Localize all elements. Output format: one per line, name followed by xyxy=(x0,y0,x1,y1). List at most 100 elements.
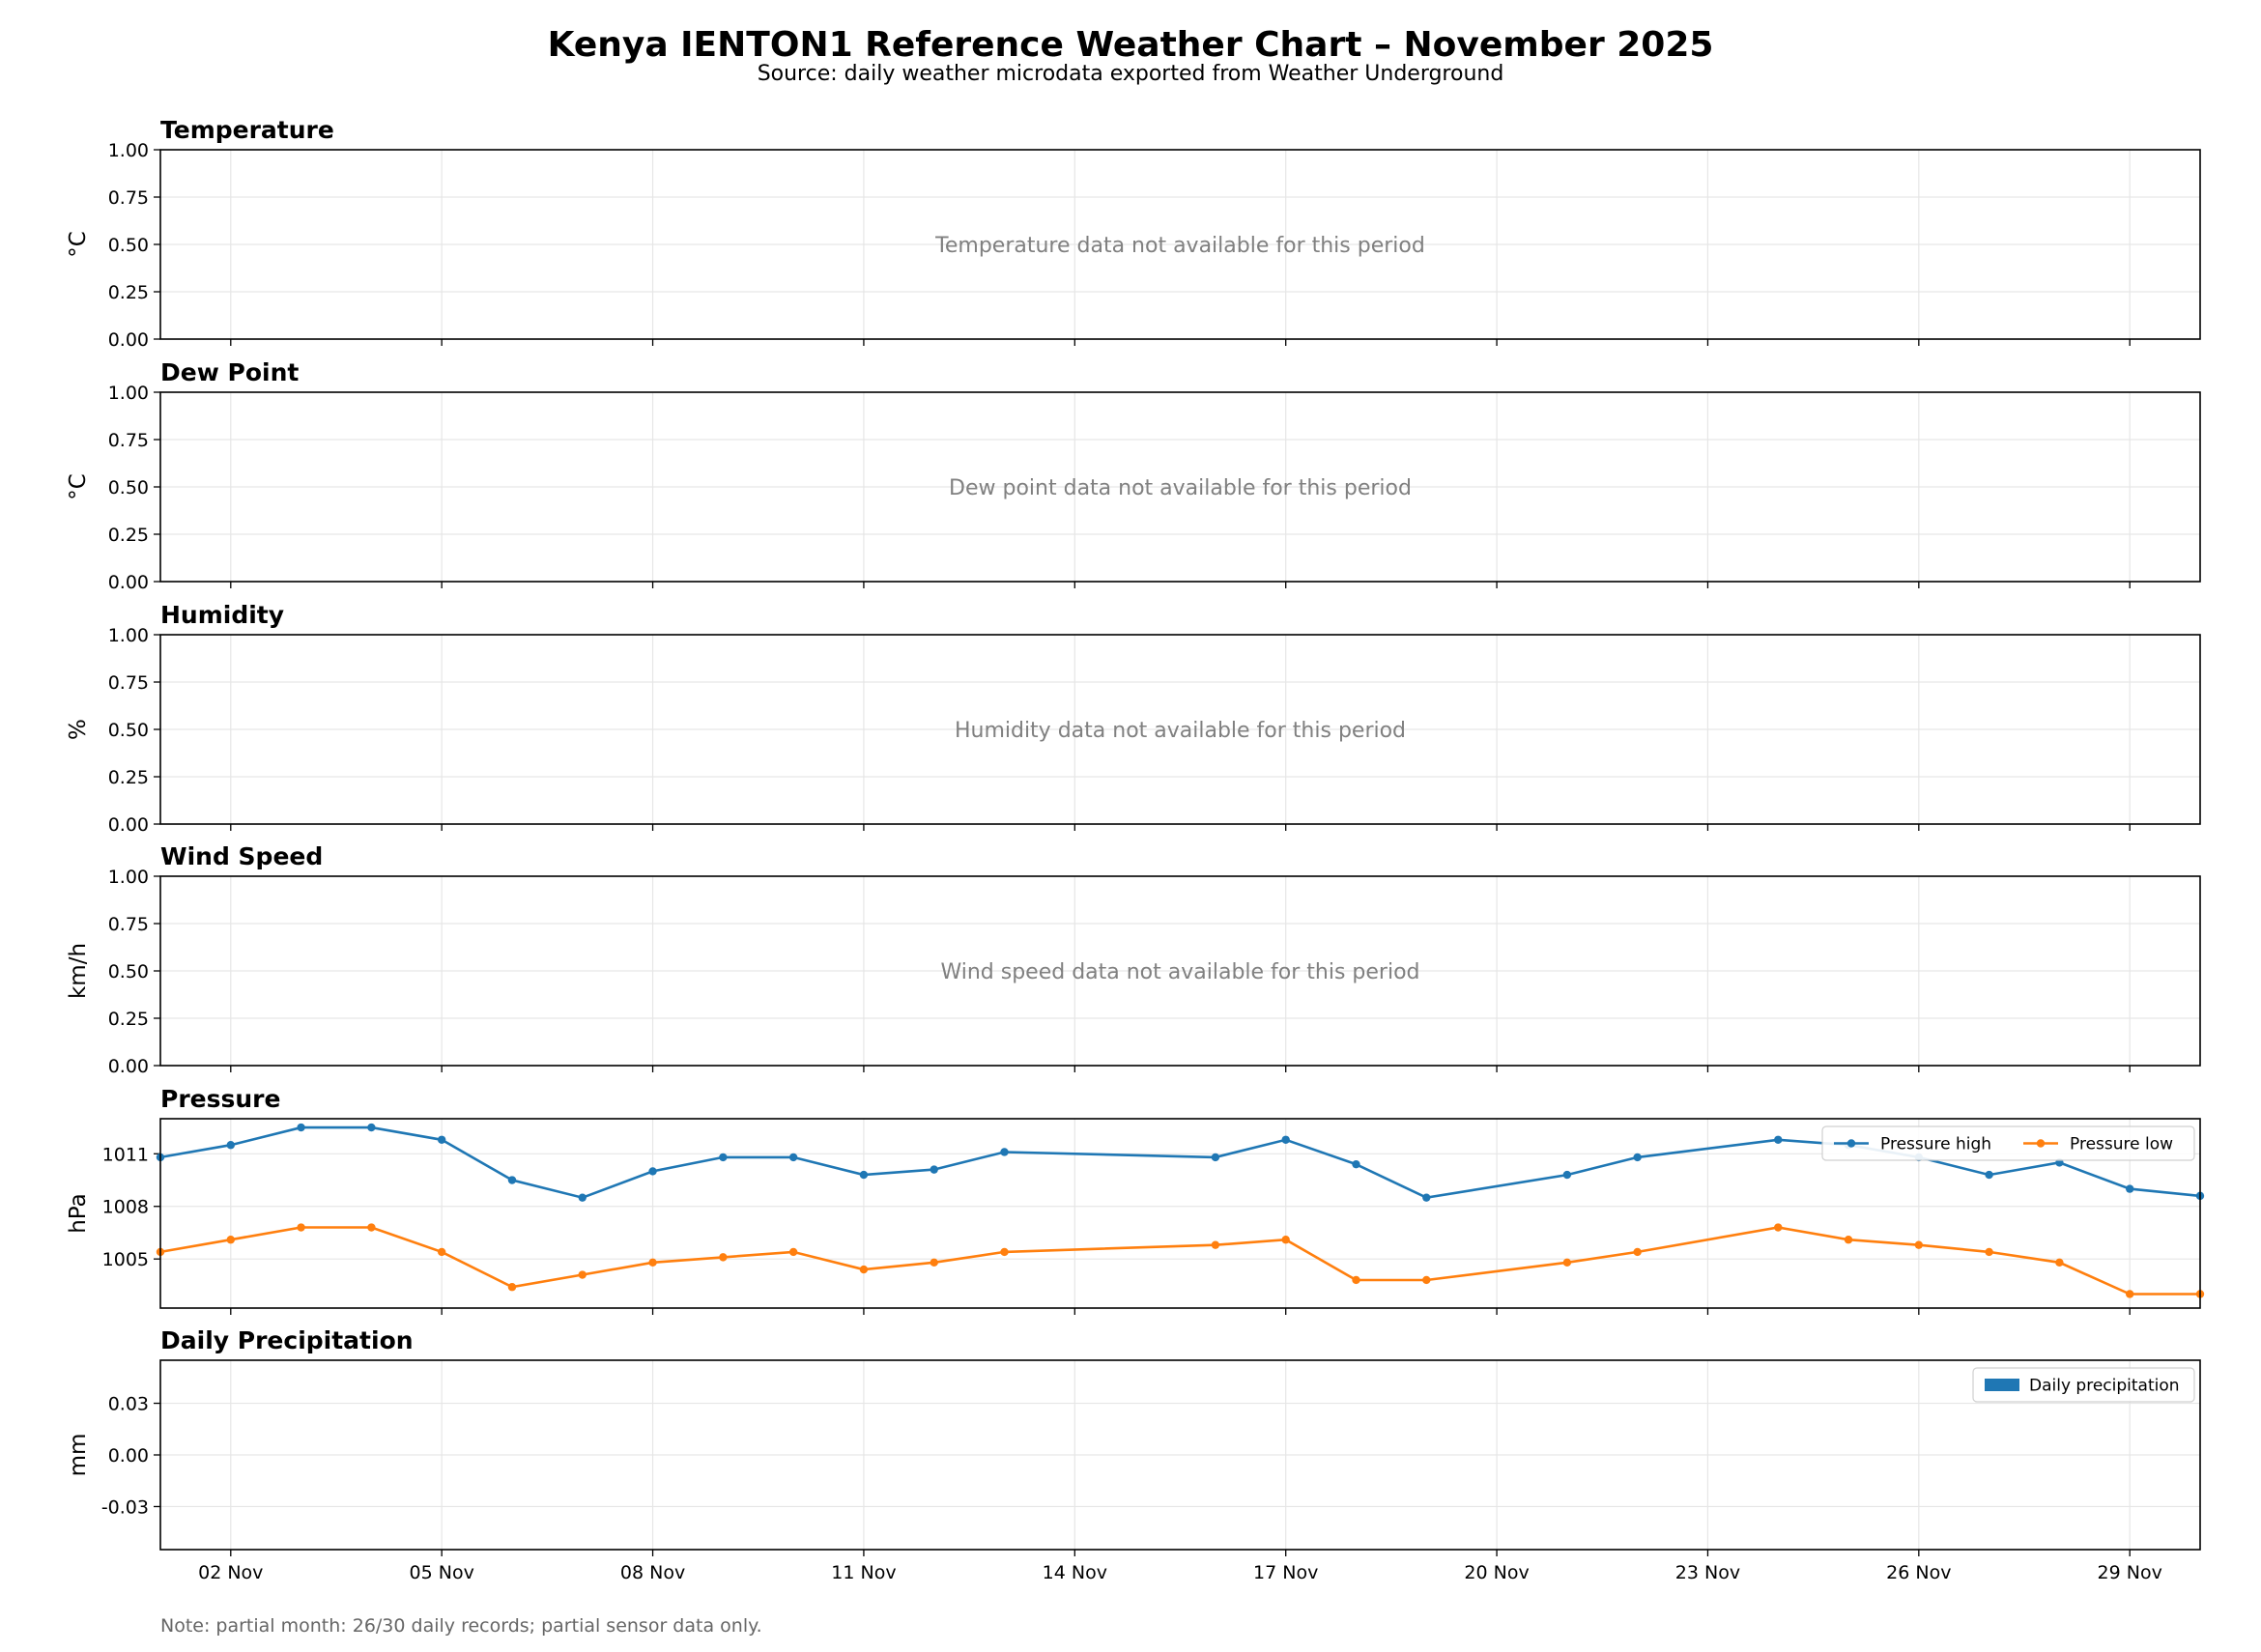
data-point-pressure-low xyxy=(1844,1236,1853,1244)
series-line-pressure-low xyxy=(159,1226,2200,1296)
y-tick-label: 0.00 xyxy=(108,329,149,351)
panel-title: Daily Precipitation xyxy=(160,1326,414,1354)
data-point-pressure-low xyxy=(719,1253,728,1262)
data-point-pressure-high xyxy=(930,1165,938,1174)
data-point-pressure-low xyxy=(1281,1236,1290,1244)
y-tick-label: 0.00 xyxy=(108,1056,149,1077)
y-axis-label: °C xyxy=(66,231,91,258)
data-point-pressure-high xyxy=(719,1153,728,1162)
data-point-pressure-high xyxy=(1422,1193,1431,1202)
data-point-pressure-low xyxy=(1774,1223,1783,1232)
y-tick-label: 1005 xyxy=(102,1249,149,1270)
data-point-pressure-high xyxy=(1211,1153,1220,1162)
panel-daily-precipitation: -0.03 0.00 0.03 Daily Precipitation mm Daily … xyxy=(66,1326,2201,1583)
data-point-pressure-high xyxy=(1562,1170,1572,1180)
y-tick-label: 1008 xyxy=(102,1197,149,1218)
legend-box xyxy=(1821,1125,2195,1161)
y-tick-label: 1.00 xyxy=(108,867,149,888)
y-axis-label: % xyxy=(66,719,91,740)
y-tick-label: 0.00 xyxy=(108,572,149,593)
legend-marker xyxy=(2036,1139,2046,1148)
panels: 0.00 0.25 0.50 0.75 1.00 Temperature data not… xyxy=(66,116,2205,1583)
x-tick-label: 02 Nov xyxy=(198,1562,263,1583)
data-point-pressure-high xyxy=(578,1193,587,1202)
no-data-message: Humidity data not available for this per… xyxy=(955,719,1406,743)
panel-title: Pressure xyxy=(160,1085,280,1113)
figure-title: Kenya IENTON1 Reference Weather Chart – … xyxy=(548,25,1714,65)
panel-wind-speed: 0.00 0.25 0.50 0.75 1.00 Wind speed data not … xyxy=(66,842,2201,1077)
legend-label: Daily precipitation xyxy=(2029,1377,2180,1396)
y-tick-label: 0.25 xyxy=(108,767,149,788)
no-data-message: Temperature data not available for this … xyxy=(934,234,1425,258)
data-point-pressure-low xyxy=(1985,1247,1993,1257)
figure-subtitle: Source: daily weather microdata exported… xyxy=(758,62,1504,86)
panel-title: Humidity xyxy=(160,601,284,629)
panel-title: Wind Speed xyxy=(160,842,323,870)
panel-title: Dew Point xyxy=(160,358,299,386)
data-point-pressure-low xyxy=(1211,1240,1220,1249)
data-point-pressure-low xyxy=(1352,1275,1360,1285)
x-tick-label: 20 Nov xyxy=(1464,1562,1529,1583)
y-tick-label: 0.25 xyxy=(108,282,149,303)
panel-humidity: 0.00 0.25 0.50 0.75 1.00 Humidity data not av… xyxy=(66,601,2201,836)
y-tick-label: 0.25 xyxy=(108,525,149,546)
data-point-pressure-high xyxy=(1774,1135,1783,1144)
axes-frame xyxy=(159,634,2201,825)
y-tick-label: 0.75 xyxy=(108,187,149,209)
y-tick-label: 0.75 xyxy=(108,914,149,935)
data-point-pressure-high xyxy=(1281,1135,1290,1144)
data-point-pressure-high xyxy=(297,1123,305,1132)
y-tick-label: 1.00 xyxy=(108,625,149,646)
x-tick-label: 11 Nov xyxy=(831,1562,896,1583)
data-point-pressure-low xyxy=(367,1223,376,1232)
y-tick-label: 0.75 xyxy=(108,672,149,694)
data-point-pressure-high xyxy=(367,1123,376,1132)
data-point-pressure-high xyxy=(1000,1148,1009,1156)
x-tick-label: 08 Nov xyxy=(620,1562,685,1583)
y-tick-label: 0.50 xyxy=(108,477,149,498)
x-tick-label: 14 Nov xyxy=(1043,1562,1107,1583)
legend-swatch xyxy=(1985,1379,2019,1391)
data-point-pressure-high xyxy=(859,1170,869,1180)
axes-frame xyxy=(159,1118,2201,1309)
y-axis-label: km/h xyxy=(66,943,91,999)
y-tick-label: 0.03 xyxy=(108,1394,149,1415)
data-point-pressure-low xyxy=(1000,1247,1009,1257)
panel-pressure: 1005 1008 1011 Pressure hPa Pressure high Pres… xyxy=(66,1085,2205,1315)
y-axis-label: °C xyxy=(66,473,91,500)
data-point-pressure-low xyxy=(226,1236,235,1244)
data-point-pressure-high xyxy=(226,1141,235,1150)
y-axis-label: hPa xyxy=(66,1193,91,1234)
data-point-pressure-low xyxy=(1422,1275,1431,1285)
x-tick-label: 17 Nov xyxy=(1253,1562,1318,1583)
data-point-pressure-low xyxy=(1633,1247,1642,1257)
axes-frame xyxy=(159,875,2201,1067)
x-tick-label: 23 Nov xyxy=(1675,1562,1740,1583)
data-point-pressure-low xyxy=(1914,1240,1924,1249)
data-point-pressure-high xyxy=(1985,1170,1993,1180)
y-tick-label: 1011 xyxy=(102,1144,149,1165)
data-point-pressure-low xyxy=(437,1247,446,1257)
data-point-pressure-low xyxy=(648,1258,657,1267)
data-point-pressure-low xyxy=(297,1223,305,1232)
data-point-pressure-high xyxy=(648,1167,657,1176)
data-point-pressure-low xyxy=(1562,1258,1572,1267)
y-axis-label: mm xyxy=(66,1434,91,1477)
legend-label: Pressure high xyxy=(1880,1135,1991,1154)
y-tick-label: 0.50 xyxy=(108,720,149,741)
x-tick-label: 29 Nov xyxy=(2098,1562,2162,1583)
data-point-pressure-low xyxy=(2055,1258,2064,1267)
data-point-pressure-high xyxy=(788,1153,798,1162)
x-tick-label: 26 Nov xyxy=(1886,1562,1951,1583)
y-tick-label: 0.75 xyxy=(108,430,149,451)
data-point-pressure-high xyxy=(1352,1159,1360,1169)
data-point-pressure-high xyxy=(1633,1153,1642,1162)
data-point-pressure-high xyxy=(507,1176,517,1184)
y-tick-label: 1.00 xyxy=(108,383,149,404)
x-tick-label: 05 Nov xyxy=(410,1562,474,1583)
y-tick-label: 0.50 xyxy=(108,961,149,983)
axes-frame xyxy=(159,391,2201,583)
panel-title: Temperature xyxy=(160,116,334,144)
legend-marker xyxy=(1846,1139,1856,1148)
